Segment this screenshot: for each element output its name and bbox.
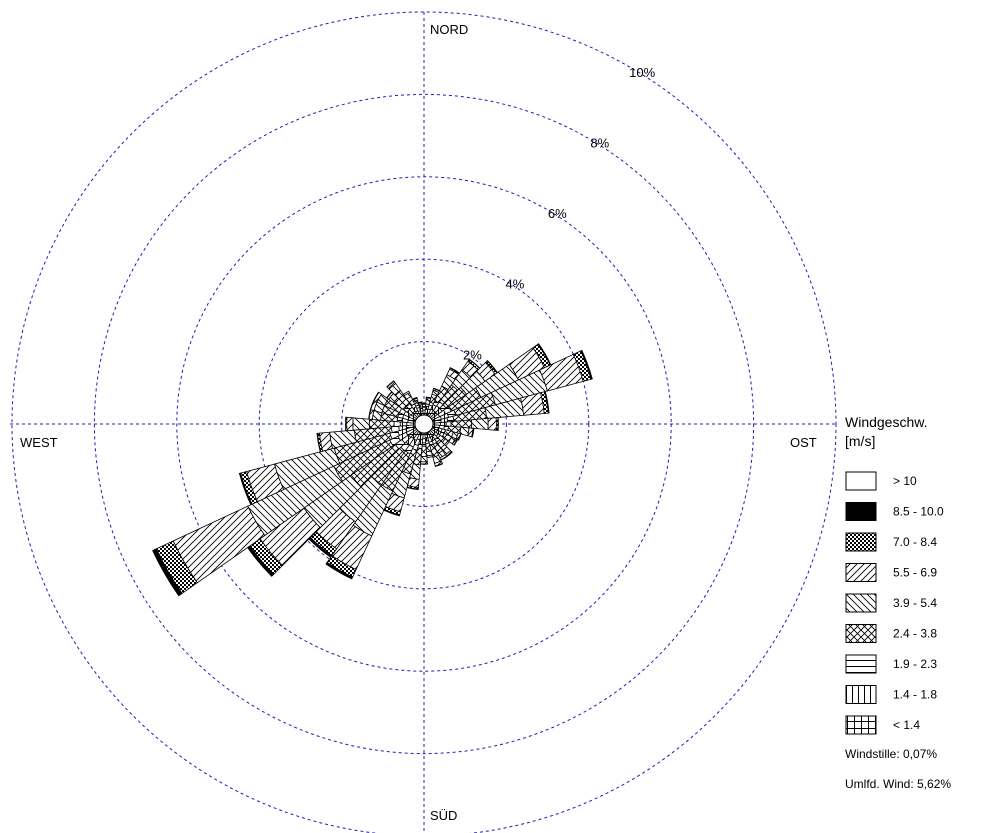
ring-3 xyxy=(176,176,672,672)
sector-90-class-4 xyxy=(471,417,489,431)
sector-160-class-6 xyxy=(434,462,444,468)
legend-label-7: 1.4 - 1.8 xyxy=(893,688,937,702)
wind-sectors xyxy=(152,343,593,597)
sector-100-class-6 xyxy=(471,427,475,438)
compass-labels: NORD OST SÜD WEST xyxy=(20,22,817,823)
rose-center xyxy=(414,414,434,434)
legend-swatch-4 xyxy=(845,593,877,613)
sector-210-class-7 xyxy=(325,561,354,580)
sector-250-class-7 xyxy=(238,472,253,506)
ring-labels: 2% 4% 6% 8% 10% xyxy=(463,65,656,363)
variable-wind-note: Umlfd. Wind: 5,62% xyxy=(845,777,951,791)
legend-label-3: 5.5 - 6.9 xyxy=(893,566,937,580)
compass-label-east: OST xyxy=(790,435,817,450)
ring-label-2: 4% xyxy=(506,277,525,292)
legend-label-2: 7.0 - 8.4 xyxy=(893,535,937,549)
sector-180-class-4 xyxy=(420,455,428,463)
legend-swatch-3 xyxy=(845,563,877,582)
ring-4 xyxy=(93,93,755,755)
legend-swatch-8 xyxy=(845,715,877,735)
legend-label-6: 1.9 - 2.3 xyxy=(893,657,937,671)
legend-swatch-7 xyxy=(845,685,877,704)
sector-340-class-5 xyxy=(411,396,418,401)
compass-label-west: WEST xyxy=(20,435,58,450)
legend-swatch-1 xyxy=(845,502,877,521)
sector-320-class-6 xyxy=(386,380,395,388)
sector-120-class-6 xyxy=(453,438,459,446)
sector-260-class-7 xyxy=(316,432,322,453)
sector-240-class-7 xyxy=(152,548,183,597)
legend-label-4: 3.9 - 5.4 xyxy=(893,596,937,610)
legend-title: Windgeschw. xyxy=(845,414,927,430)
ring-2 xyxy=(258,258,590,590)
legend: Windgeschw. [m/s] > 10 8.5 - 10.0 7.0 - 8.… xyxy=(845,414,951,791)
ring-label-5: 10% xyxy=(629,65,655,80)
legend-label-1: 8.5 - 10.0 xyxy=(893,505,944,519)
sector-330-class-5 xyxy=(402,390,410,397)
sector-270-class-5 xyxy=(346,416,354,432)
sector-300-class-6 xyxy=(373,391,380,402)
sector-270-class-6 xyxy=(344,416,348,432)
sector-180-class-6 xyxy=(420,463,428,465)
compass-label-north: NORD xyxy=(430,22,468,37)
legend-swatch-5 xyxy=(845,624,877,643)
sector-90-class-7 xyxy=(497,417,499,431)
ring-label-4: 8% xyxy=(590,136,609,151)
sector-70-class-7 xyxy=(580,349,593,380)
calm-note: Windstille: 0,07% xyxy=(845,747,937,761)
sector-80-class-7 xyxy=(544,390,550,414)
compass-label-south: SÜD xyxy=(430,808,457,823)
sector-90-class-5 xyxy=(487,417,497,431)
legend-label-0: > 10 xyxy=(893,474,917,488)
legend-swatch-2 xyxy=(845,532,877,552)
legend-swatch-6 xyxy=(845,654,877,674)
legend-label-5: 2.4 - 3.8 xyxy=(893,627,937,641)
ring-1 xyxy=(341,341,507,507)
ring-label-1: 2% xyxy=(463,347,482,362)
ring-5 xyxy=(11,11,837,833)
radial-rings xyxy=(10,11,837,833)
sector-270-class-4 xyxy=(352,417,370,431)
legend-swatch-0 xyxy=(845,471,877,491)
legend-label-8: < 1.4 xyxy=(893,718,920,732)
ring-label-3: 6% xyxy=(548,206,567,221)
legend-unit: [m/s] xyxy=(845,433,875,449)
sector-350-class-5 xyxy=(417,401,423,404)
sector-110-class-6 xyxy=(457,433,462,441)
